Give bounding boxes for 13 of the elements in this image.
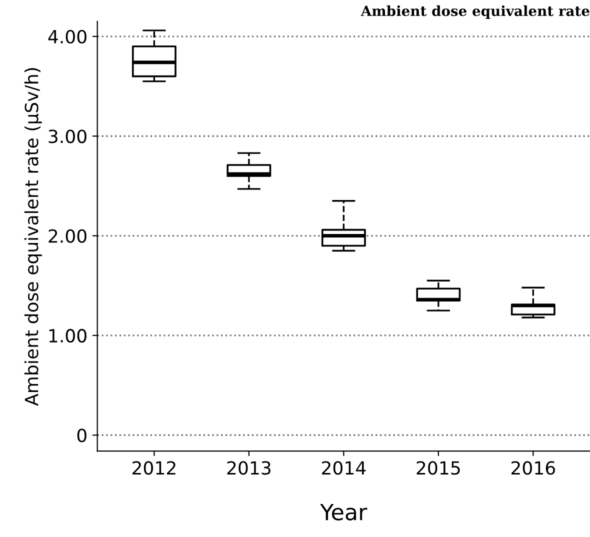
y-tick-label: 1.00 — [49, 328, 86, 343]
chart-title: Ambient dose equivalent rate — [360, 5, 590, 19]
y-tick-label: 2.00 — [48, 229, 86, 243]
y-axis-title: Ambient dose equivalent rate (µSv/h) — [24, 68, 42, 406]
x-tick-label: 2016 — [512, 461, 555, 475]
y-tick-label: 4.00 — [48, 30, 86, 44]
x-tick-label: 2012 — [132, 461, 176, 475]
x-tick-label: 2013 — [227, 461, 270, 475]
x-axis-title: Year — [320, 504, 368, 520]
y-tick-label: 0 — [77, 428, 86, 442]
x-tick-label: 2014 — [322, 461, 366, 475]
y-tick-label: 3.00 — [48, 130, 86, 144]
x-tick-label: 2015 — [416, 461, 460, 475]
